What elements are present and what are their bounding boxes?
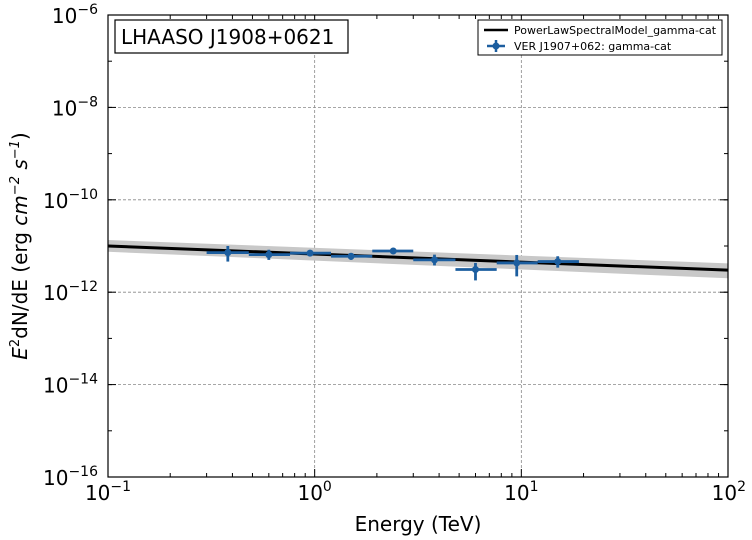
y-tick-label: 10−14 — [43, 372, 98, 398]
data-point-marker — [347, 252, 355, 260]
annotation-frame — [114, 19, 349, 54]
x-tick-label: 10−1 — [85, 479, 131, 505]
x-tick-label: 100 — [297, 479, 331, 505]
data-point-2 — [248, 249, 291, 260]
legend-marker — [492, 42, 500, 50]
y-tick-label: 10−8 — [52, 94, 98, 120]
data-point-6 — [413, 254, 456, 266]
data-point-marker — [554, 258, 562, 266]
x-tick-labels: 10−1 100 101 102 — [85, 479, 746, 505]
data-point-5 — [372, 247, 414, 255]
annotation-text: LHAASO J1908+0621 — [121, 25, 334, 49]
y-tick-label: 10−12 — [43, 279, 98, 305]
y-tick-labels: 10−16 10−14 10−12 10−10 10−8 10−6 — [43, 2, 98, 490]
legend-label-data: VER J1907+062: gamma-cat — [514, 40, 672, 53]
source-annotation-box: LHAASO J1908+0621 — [114, 19, 349, 54]
legend-label-model: PowerLawSpectralModel_gamma-cat — [514, 24, 717, 37]
data-point-marker — [471, 265, 479, 273]
y-tick-label: 10−10 — [43, 187, 98, 213]
y-axis-label: E2dN/dE (erg cm−2 s−1) — [8, 132, 32, 359]
data-point-marker — [389, 247, 397, 255]
model-line — [107, 244, 729, 272]
data-point-1 — [206, 246, 249, 262]
y-tick-label: 10−6 — [52, 2, 98, 28]
legend: PowerLawSpectralModel_gamma-cat VER J190… — [477, 19, 723, 56]
x-axis-label: Energy (TeV) — [355, 512, 482, 536]
x-tick-label: 102 — [712, 479, 746, 505]
model-line-path — [107, 244, 729, 272]
legend-frame — [477, 19, 723, 56]
data-point-marker — [513, 259, 521, 267]
plot-frame — [107, 14, 729, 478]
data-point-3 — [290, 249, 332, 257]
data-point-8 — [496, 254, 538, 277]
data-point-4 — [331, 252, 373, 260]
data-point-marker — [430, 256, 438, 264]
data-points — [206, 246, 579, 281]
grid-lines — [108, 15, 728, 477]
y-tick-label: 10−16 — [43, 464, 98, 490]
data-point-9 — [537, 256, 579, 268]
data-point-marker — [306, 249, 314, 257]
data-point-7 — [455, 262, 497, 281]
data-point-marker — [265, 251, 273, 259]
data-point-marker — [224, 249, 232, 257]
x-tick-label: 101 — [504, 479, 538, 505]
